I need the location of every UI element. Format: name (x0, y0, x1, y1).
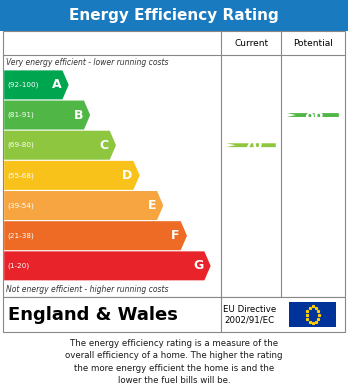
Text: lower the fuel bills will be.: lower the fuel bills will be. (118, 376, 230, 385)
Polygon shape (4, 191, 163, 220)
Polygon shape (4, 251, 211, 280)
Text: (21-38): (21-38) (8, 232, 34, 239)
Text: A: A (52, 78, 61, 91)
Text: Not energy efficient - higher running costs: Not energy efficient - higher running co… (6, 285, 169, 294)
Bar (290, 302, 336, 327)
Bar (0, 0, 348, 31)
Text: Potential: Potential (293, 38, 333, 48)
Text: England & Wales: England & Wales (8, 306, 178, 324)
Text: C: C (100, 139, 109, 152)
Bar (3, 31, 345, 297)
Text: The energy efficiency rating is a measure of the: The energy efficiency rating is a measur… (70, 339, 278, 348)
Text: (39-54): (39-54) (8, 202, 34, 209)
Polygon shape (287, 113, 339, 117)
Text: Energy Efficiency Rating: Energy Efficiency Rating (69, 8, 279, 23)
Text: (92-100): (92-100) (8, 82, 39, 88)
Text: (69-80): (69-80) (8, 142, 34, 149)
Polygon shape (4, 161, 140, 190)
Text: 2002/91/EC: 2002/91/EC (224, 315, 275, 325)
Polygon shape (4, 70, 69, 99)
Text: E: E (148, 199, 156, 212)
Text: 86: 86 (304, 108, 324, 122)
Text: (55-68): (55-68) (8, 172, 34, 179)
Polygon shape (4, 221, 187, 250)
Text: (1-20): (1-20) (8, 263, 30, 269)
Polygon shape (4, 131, 116, 160)
Text: the more energy efficient the home is and the: the more energy efficient the home is an… (74, 364, 274, 373)
Text: F: F (171, 229, 180, 242)
Text: Very energy efficient - lower running costs: Very energy efficient - lower running co… (6, 58, 169, 67)
Text: (81-91): (81-91) (8, 112, 34, 118)
Text: G: G (193, 259, 203, 273)
Text: D: D (122, 169, 132, 182)
Text: 70: 70 (243, 138, 262, 152)
Polygon shape (227, 143, 276, 147)
Text: Current: Current (234, 38, 268, 48)
Text: overall efficiency of a home. The higher the rating: overall efficiency of a home. The higher… (65, 351, 283, 360)
Text: B: B (73, 109, 83, 122)
Bar (3, 297, 345, 332)
Polygon shape (4, 100, 90, 129)
Text: EU Directive: EU Directive (223, 305, 276, 314)
